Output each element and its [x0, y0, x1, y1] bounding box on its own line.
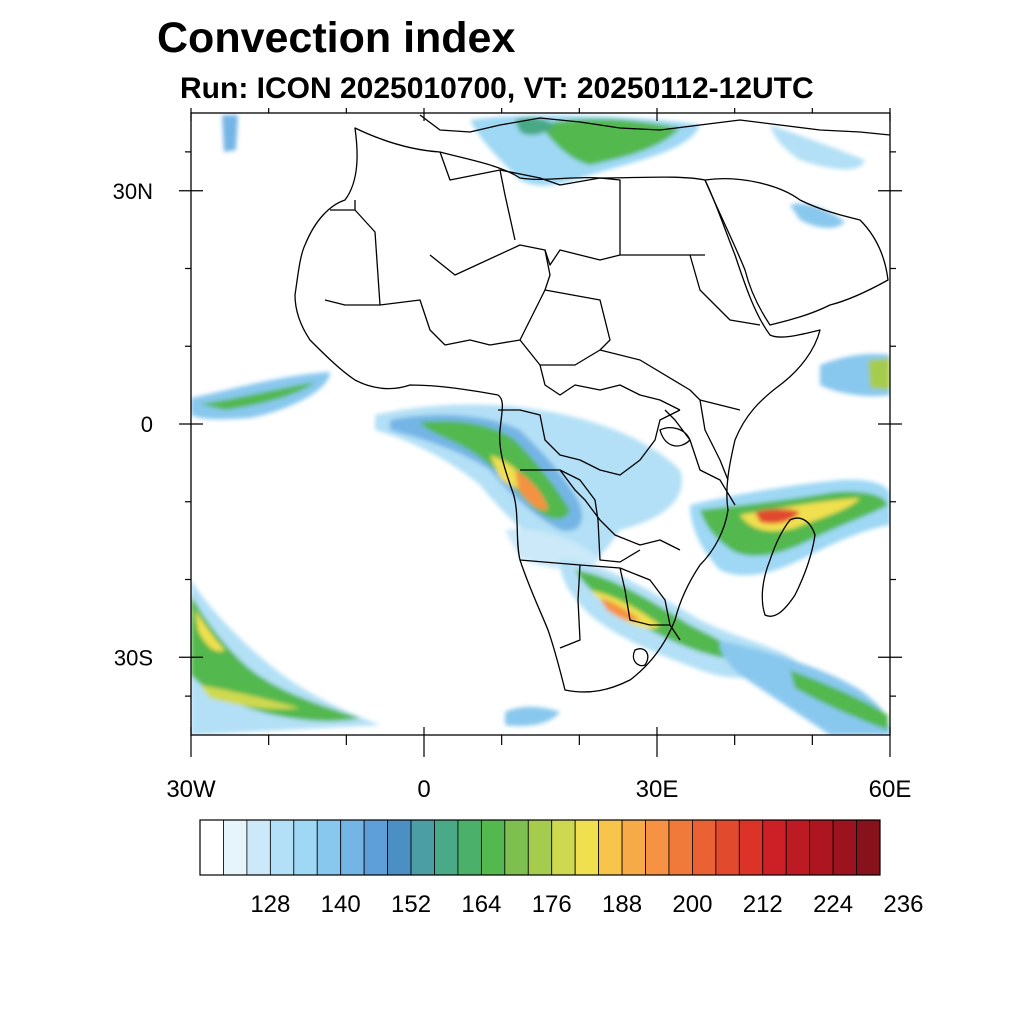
- colorbar-swatch: [246, 819, 271, 876]
- longitude-labels: 30W 0 30E 60E: [166, 776, 911, 803]
- colorbar-swatch: [527, 819, 553, 876]
- colorbar-swatch: [340, 819, 365, 876]
- colorbar-tick-label: 140: [321, 891, 361, 918]
- border-west-africa: [324, 169, 551, 346]
- field-nw-atlantic: [222, 115, 238, 152]
- colorbar-swatch: [434, 819, 459, 876]
- colorbar-swatch: [692, 819, 717, 876]
- lon-label: 0: [417, 776, 430, 803]
- field-tropical-atlantic-core: [200, 382, 315, 410]
- colorbar-tick-label: 152: [391, 891, 431, 918]
- lat-label: 30N: [113, 179, 153, 204]
- field-sw-atlantic-yellow: [195, 610, 225, 652]
- border-southern-africa: [519, 559, 681, 667]
- colorbar-swatch: [316, 819, 342, 876]
- colorbar-swatch: [598, 819, 623, 876]
- colorbar-tick-label: 236: [883, 891, 923, 918]
- field-levant: [770, 125, 865, 170]
- latitude-labels: 30N 0 30S: [113, 179, 153, 671]
- colorbar-swatch: [223, 819, 248, 876]
- colorbar-swatch: [457, 819, 482, 876]
- coastlines-and-borders: [294, 114, 890, 693]
- colorbar-swatch: [715, 819, 740, 876]
- colorbar-tick-label: 176: [532, 891, 572, 918]
- colorbar-swatch: [738, 819, 764, 876]
- lon-label: 60E: [869, 776, 912, 803]
- field-south-atlantic-patch: [505, 706, 560, 727]
- colorbar-swatch: [293, 819, 318, 876]
- colorbar-swatch: [621, 819, 646, 876]
- field-gulf: [790, 203, 845, 228]
- colorbar: [199, 819, 881, 876]
- coastline-madagascar: [761, 517, 816, 617]
- colorbar-swatch: [574, 819, 600, 876]
- border-sahara: [354, 151, 705, 266]
- convection-field: [191, 115, 890, 735]
- field-arabian-sea-core: [868, 358, 890, 390]
- colorbar-tick-label: 224: [813, 891, 853, 918]
- colorbar-tick-label: 188: [602, 891, 642, 918]
- colorbar-tick-label: 200: [672, 891, 712, 918]
- coastline-africa: [294, 127, 821, 693]
- colorbar-swatch: [480, 819, 506, 876]
- colorbar-swatch: [832, 819, 857, 876]
- coastline-europe: [419, 114, 890, 136]
- colorbar-tick-label: 128: [250, 891, 290, 918]
- colorbar-labels: 128 140 152 164 176 188 200 212 224 236: [250, 891, 923, 918]
- colorbar-swatch: [504, 819, 529, 876]
- colorbar-swatch: [410, 819, 435, 876]
- field-south-indian-green: [790, 670, 888, 730]
- colorbar-swatch: [762, 819, 787, 876]
- field-mozambique-red: [755, 509, 800, 524]
- colorbar-swatch: [269, 819, 295, 876]
- lon-label: 30E: [636, 776, 679, 803]
- lat-label: 0: [141, 412, 153, 437]
- colorbar-swatch: [363, 819, 388, 876]
- field-angola-orange: [515, 470, 548, 511]
- colorbar-tick-label: 164: [461, 891, 501, 918]
- colorbar-swatch: [785, 819, 811, 876]
- colorbar-swatch: [645, 819, 670, 876]
- coastline-arabia: [704, 178, 889, 326]
- field-sw-atlantic-green: [191, 595, 360, 722]
- border-east-africa: [659, 409, 736, 506]
- colorbar-swatch: [551, 819, 576, 876]
- colorbar-frame: [199, 819, 881, 876]
- field-adriatic: [515, 117, 555, 136]
- chart-title: Convection index: [157, 14, 516, 62]
- chart-subtitle: Run: ICON 2025010700, VT: 20250112-12UTC: [180, 72, 814, 105]
- field-sa-yellow: [590, 590, 660, 629]
- field-aegean: [540, 118, 680, 165]
- field-sa-green: [575, 570, 745, 660]
- field-sw-atlantic-yellow2: [200, 685, 300, 710]
- border-congo-basin: [498, 409, 681, 563]
- lon-label: 30W: [166, 776, 216, 803]
- colorbar-tick-label: 212: [743, 891, 783, 918]
- colorbar-swatch: [668, 819, 693, 876]
- colorbar-swatch: [856, 819, 881, 876]
- colorbar-swatch: [809, 819, 834, 876]
- colorbar-swatch: [387, 819, 412, 876]
- lat-label: 30S: [114, 645, 153, 670]
- axis-ticks: [179, 108, 902, 757]
- border-central-africa: [519, 254, 761, 481]
- field-sa-orange: [600, 598, 640, 622]
- field-angola-plateau: [505, 529, 600, 570]
- colorbar-swatch: [199, 819, 224, 876]
